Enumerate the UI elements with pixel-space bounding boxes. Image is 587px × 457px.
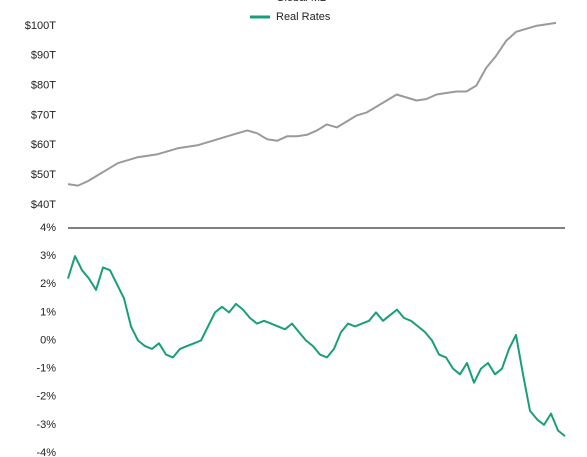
y-tick-label: 0% (40, 334, 56, 346)
y-tick-label: -4% (36, 447, 56, 457)
y-tick-label: $50T (31, 169, 56, 181)
y-tick-label: $80T (31, 79, 56, 91)
line-series (67, 21, 557, 187)
y-tick-label: $110T (26, 0, 57, 2)
y-tick-label: $60T (31, 139, 56, 151)
y-tick-label: 1% (40, 306, 56, 318)
y-tick-label: 2% (40, 278, 56, 290)
line-series (67, 255, 566, 437)
y-tick-label: $100T (25, 20, 56, 32)
legend-label: Real Rates (276, 11, 331, 23)
legend-label: Global M2 (276, 0, 326, 4)
y-tick-label: -2% (36, 391, 56, 403)
y-tick-label: $40T (31, 199, 56, 211)
y-tick-label: $90T (31, 50, 56, 62)
y-tick-label: 3% (40, 250, 56, 262)
y-tick-label: -3% (36, 419, 56, 431)
y-tick-label: $70T (31, 109, 56, 121)
y-tick-label: -1% (36, 363, 56, 375)
y-tick-label: 4% (40, 222, 56, 234)
